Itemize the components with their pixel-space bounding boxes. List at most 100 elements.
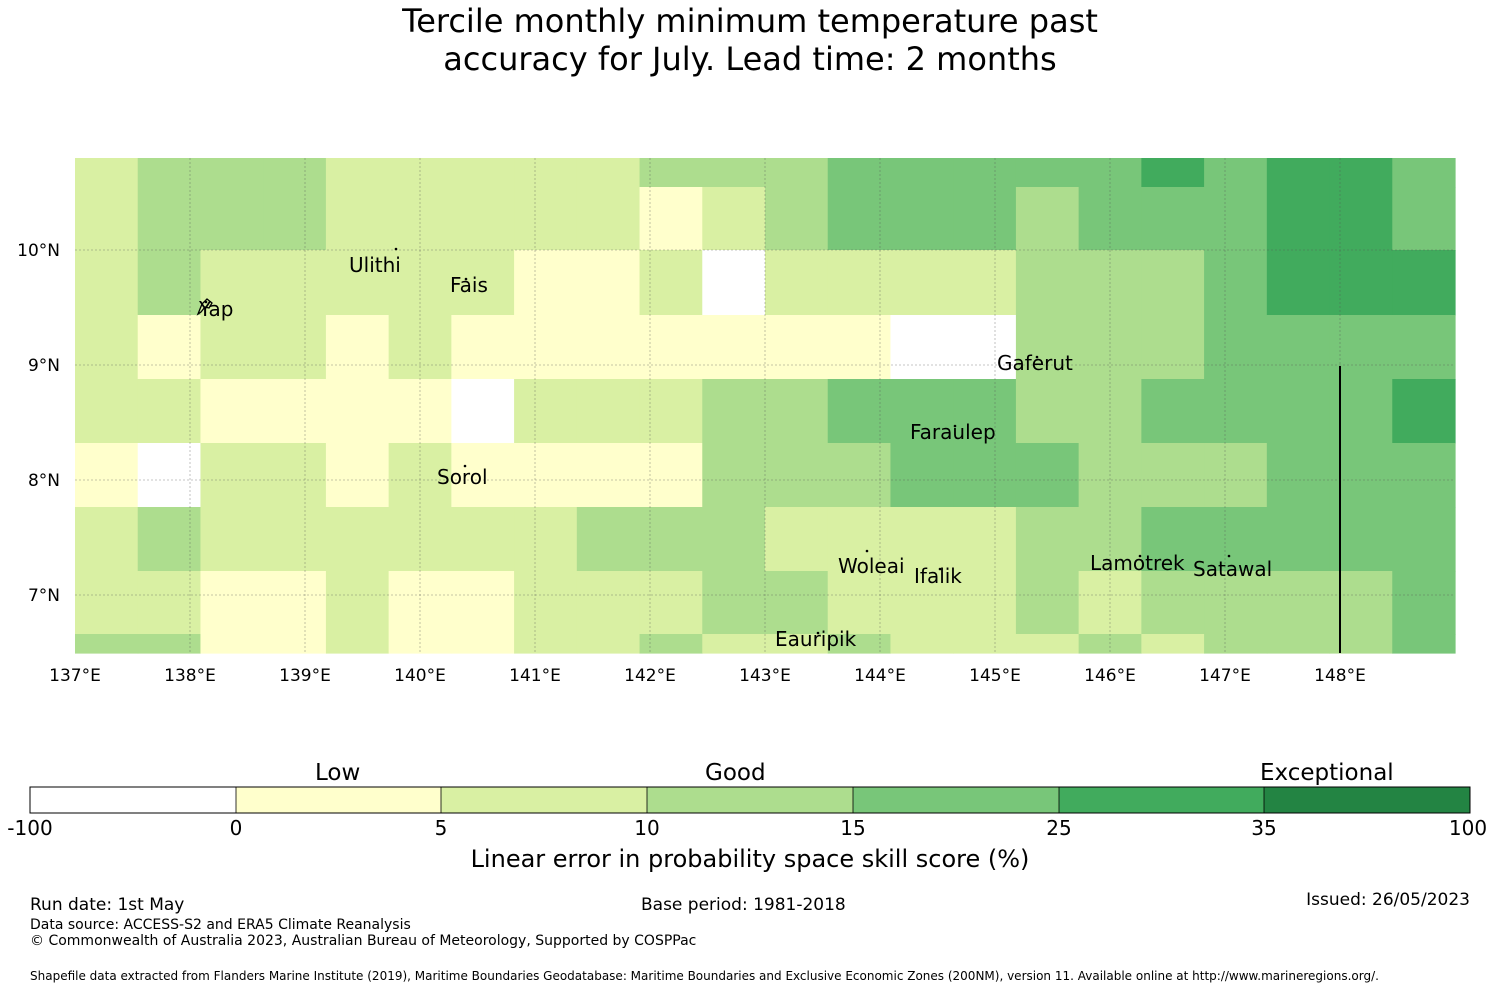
copyright-notice: © Commonwealth of Australia 2023, Austra… — [30, 933, 697, 949]
skill-cell — [702, 379, 766, 444]
skill-cell — [200, 187, 264, 251]
skill-cell — [1015, 379, 1080, 444]
skill-cell — [514, 158, 578, 188]
skill-cell — [765, 507, 829, 572]
skill-cell — [765, 158, 829, 188]
skill-cell — [1015, 315, 1080, 380]
skill-cell — [953, 571, 1017, 635]
skill-cell — [953, 634, 1017, 654]
skill-cell — [75, 187, 139, 251]
skill-cell — [890, 507, 954, 572]
skill-cell — [1392, 158, 1456, 188]
skill-cell — [953, 507, 1017, 572]
island-marker — [1035, 355, 1039, 359]
skill-cell — [137, 507, 202, 572]
skill-cell — [1266, 187, 1331, 251]
skill-cell — [1078, 634, 1142, 654]
longitude-tick-label: 147°E — [1199, 666, 1251, 686]
skill-cell — [514, 250, 578, 316]
longitude-tick-label: 144°E — [854, 666, 906, 686]
skill-cell — [639, 507, 703, 572]
colorbar-category-good: Good — [705, 760, 766, 786]
skill-cell — [325, 507, 390, 572]
skill-cell — [576, 379, 641, 444]
latitude-axis-labels: 10°N 9°N 8°N 7°N — [17, 241, 60, 606]
skill-cell — [263, 507, 327, 572]
colorbar-category-exceptional: Exceptional — [1260, 760, 1394, 786]
latitude-tick-label: 7°N — [28, 586, 60, 606]
skill-cell — [953, 187, 1017, 251]
skill-cell — [1141, 187, 1205, 251]
skill-cell — [639, 315, 703, 380]
skill-cell — [1015, 507, 1080, 572]
island-marker — [938, 567, 942, 571]
skill-cell — [1392, 634, 1456, 654]
colorbar-tick-label: -100 — [7, 816, 53, 840]
skill-cell — [1392, 187, 1456, 251]
skill-cell — [451, 443, 515, 508]
issued-date: Issued: 26/05/2023 — [1306, 890, 1470, 910]
skill-cell — [388, 158, 452, 188]
skill-cell — [890, 634, 954, 654]
island-marker — [394, 247, 398, 251]
skill-cell — [953, 379, 1017, 444]
skill-cell — [388, 507, 452, 572]
skill-cell — [200, 443, 264, 508]
skill-cell — [576, 315, 641, 380]
skill-cell — [451, 187, 515, 251]
skill-cell — [765, 379, 829, 444]
skill-cell — [639, 187, 703, 251]
place-label: Faraulep — [910, 420, 996, 444]
skill-cell — [137, 634, 202, 654]
skill-cell — [827, 571, 892, 635]
map-title-line-1: Tercile monthly minimum temperature past — [402, 2, 1098, 40]
longitude-axis-labels: 137°E 138°E 139°E 140°E 141°E 142°E 143°E 144°E… — [49, 666, 1366, 686]
colorbar-tick-label: 5 — [434, 816, 448, 840]
skill-cell — [1078, 443, 1142, 508]
skill-cell — [1392, 443, 1456, 508]
skill-cell — [953, 315, 1017, 380]
skill-cell — [451, 507, 515, 572]
skill-cell — [1204, 187, 1268, 251]
map-title-line-2: accuracy for July. Lead time: 2 months — [443, 40, 1057, 78]
skill-cell — [639, 379, 703, 444]
skill-cell — [388, 250, 452, 316]
skill-cell — [514, 571, 578, 635]
skill-cell — [263, 187, 327, 251]
skill-cell — [827, 250, 892, 316]
islands — [196, 247, 1231, 635]
run-date: Run date: 1st May — [30, 895, 185, 915]
colorbar-segment — [647, 787, 853, 813]
colorbar-segment — [1264, 787, 1470, 813]
longitude-tick-label: 138°E — [164, 666, 216, 686]
skill-cell — [451, 571, 515, 635]
skill-cell — [1392, 379, 1456, 444]
colorbar-segment — [30, 787, 236, 813]
skill-cell — [1078, 315, 1142, 380]
skill-cell — [1392, 507, 1456, 572]
skill-cell — [514, 315, 578, 380]
data-source: Data source: ACCESS-S2 and ERA5 Climate … — [30, 917, 411, 933]
skill-cell — [137, 379, 202, 444]
island-marker — [463, 464, 467, 468]
skill-cell — [1141, 443, 1205, 508]
skill-cell — [702, 187, 766, 251]
skill-cell — [75, 315, 139, 380]
skill-cell — [263, 571, 327, 635]
skill-cell — [388, 379, 452, 444]
skill-cell — [702, 571, 766, 635]
place-label: Satawal — [1193, 557, 1272, 581]
skill-cell — [765, 250, 829, 316]
skill-cell — [1015, 443, 1080, 508]
skill-cell — [1392, 315, 1456, 380]
colorbar-tick-label: 0 — [229, 816, 243, 840]
longitude-tick-label: 137°E — [49, 666, 101, 686]
colorbar-tick-label: 35 — [1251, 816, 1277, 840]
colorbar-tick-label: 25 — [1046, 816, 1072, 840]
skill-cell — [576, 571, 641, 635]
colorbar-tick-label: 10 — [634, 816, 660, 840]
base-period: Base period: 1981-2018 — [641, 895, 846, 915]
skill-cell — [514, 507, 578, 572]
skill-cell — [75, 379, 139, 444]
skill-cell — [1266, 250, 1331, 316]
